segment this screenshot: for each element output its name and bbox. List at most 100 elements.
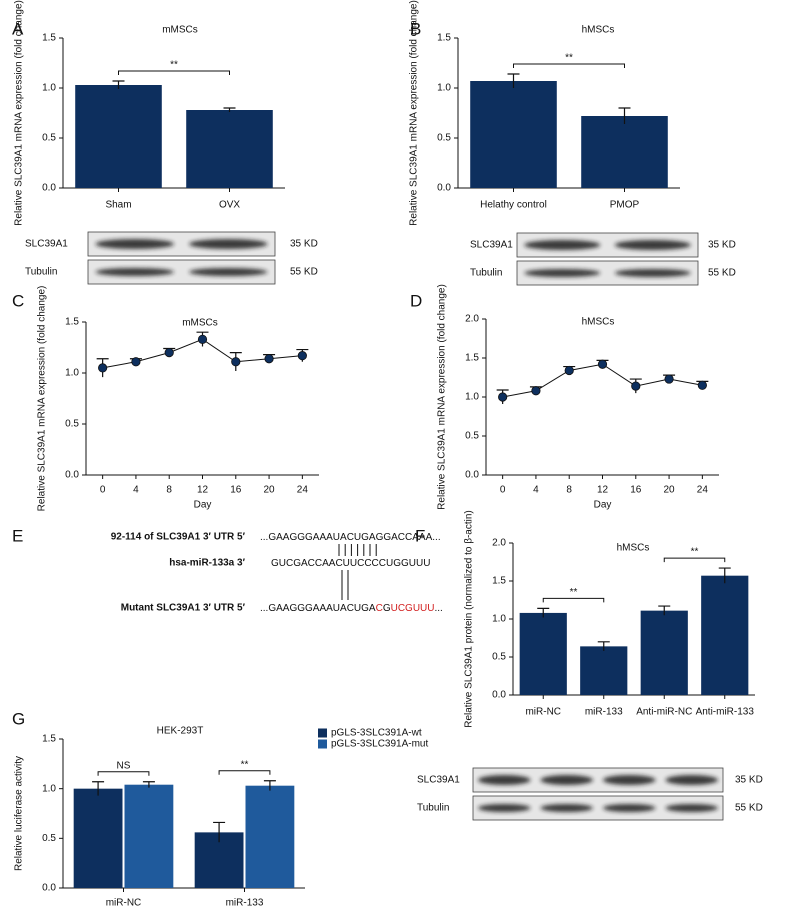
point bbox=[164, 347, 174, 358]
point bbox=[231, 357, 241, 367]
bar bbox=[581, 116, 668, 188]
bar bbox=[245, 785, 295, 888]
error-bar bbox=[658, 605, 671, 616]
bar bbox=[640, 610, 688, 695]
x-axis-label: Day bbox=[194, 500, 212, 511]
bar bbox=[701, 575, 749, 695]
sequence: GUCGACCAACUUCCCCUGGUUU bbox=[271, 558, 430, 569]
blot-band bbox=[188, 239, 268, 249]
error-bar bbox=[597, 641, 610, 651]
y-tick-label: 2.0 bbox=[465, 314, 479, 325]
x-tick-label: Sham bbox=[105, 200, 131, 211]
x-tick-label: miR-NC bbox=[106, 898, 142, 909]
y-tick-label: 1.0 bbox=[65, 368, 79, 379]
bar bbox=[73, 788, 123, 888]
y-tick-label: 1.0 bbox=[437, 83, 451, 94]
blot-band bbox=[95, 268, 175, 276]
blot-band bbox=[603, 804, 656, 812]
panel-letter: E bbox=[12, 526, 23, 545]
blot-size: 55 KD bbox=[290, 267, 318, 278]
chart-title: hMSCs bbox=[617, 543, 650, 554]
x-tick-label: 16 bbox=[230, 485, 242, 496]
x-tick-label: 12 bbox=[197, 485, 209, 496]
panel-letter: A bbox=[12, 19, 24, 38]
x-tick-label: Anti-miR-133 bbox=[696, 707, 755, 718]
blot-protein: SLC39A1 bbox=[470, 240, 513, 251]
axis bbox=[485, 319, 719, 476]
x-tick-label: 16 bbox=[630, 485, 642, 496]
bar bbox=[124, 784, 174, 888]
x-tick-label: OVX bbox=[219, 200, 240, 211]
x-tick-label: 24 bbox=[297, 485, 309, 496]
x-tick-label: 0 bbox=[500, 485, 506, 496]
point bbox=[197, 334, 208, 344]
blot-protein: Tubulin bbox=[417, 803, 449, 814]
error-bar bbox=[507, 73, 520, 88]
error-bar bbox=[112, 80, 125, 89]
blot-band bbox=[665, 804, 718, 812]
sequence-label: hsa-miR-133a 3′ bbox=[169, 558, 245, 569]
significance-label: ** bbox=[170, 60, 178, 71]
blot-size: 35 KD bbox=[735, 775, 763, 786]
y-tick-label: 1.0 bbox=[42, 83, 56, 94]
error-bar bbox=[618, 107, 631, 124]
y-tick-label: 0.5 bbox=[42, 133, 56, 144]
chart-title: HEK-293T bbox=[157, 726, 204, 737]
x-tick-label: 8 bbox=[166, 485, 172, 496]
sequence: ...GAAGGGAAAUACUGACGUCGUUU... bbox=[260, 603, 443, 614]
bar bbox=[519, 612, 567, 695]
x-tick-label: 0 bbox=[100, 485, 106, 496]
significance-label: ** bbox=[691, 547, 699, 558]
y-tick-label: 1.5 bbox=[437, 33, 451, 44]
blot-size: 35 KD bbox=[290, 239, 318, 250]
y-tick-label: 0.0 bbox=[437, 183, 451, 194]
blot-band bbox=[540, 804, 593, 812]
error-bar bbox=[718, 567, 731, 584]
significance-bracket bbox=[513, 63, 625, 68]
sequence-part: ...GAAGGGAAAUACUGA bbox=[260, 603, 376, 614]
y-tick-label: 2.0 bbox=[492, 538, 506, 549]
y-tick-label: 1.5 bbox=[465, 353, 479, 364]
y-tick-label: 0.5 bbox=[492, 652, 506, 663]
blot-size: 35 KD bbox=[708, 240, 736, 251]
y-tick-label: 1.0 bbox=[42, 783, 56, 794]
x-tick-label: Helathy control bbox=[480, 200, 547, 211]
x-tick-label: 8 bbox=[566, 485, 572, 496]
x-tick-label: 20 bbox=[664, 485, 676, 496]
blot-band bbox=[478, 804, 531, 812]
legend-swatch bbox=[318, 739, 327, 749]
panel-letter: C bbox=[12, 291, 24, 310]
y-tick-label: 0.5 bbox=[65, 419, 79, 430]
bar bbox=[470, 81, 557, 188]
point bbox=[297, 351, 307, 361]
x-tick-label: 4 bbox=[533, 485, 539, 496]
error-bar bbox=[537, 607, 550, 618]
y-tick-label: 1.0 bbox=[492, 614, 506, 625]
sequence-part: ...GAAGGGAAAUACUGAGGACCAAA... bbox=[260, 532, 441, 543]
blot-band bbox=[665, 775, 718, 785]
blot-protein: Tubulin bbox=[470, 268, 502, 279]
panel-letter: D bbox=[410, 291, 422, 310]
x-tick-label: 24 bbox=[697, 485, 709, 496]
legend-label: pGLS-3SLC391A-wt bbox=[331, 728, 422, 739]
x-tick-label: PMOP bbox=[610, 200, 640, 211]
sequence-label: 92-114 of SLC39A1 3′ UTR 5′ bbox=[111, 532, 246, 543]
error-bar bbox=[223, 107, 236, 112]
chart-title: mMSCs bbox=[162, 25, 198, 36]
chart-title: hMSCs bbox=[582, 317, 615, 328]
significance-label: ** bbox=[241, 759, 249, 770]
point bbox=[131, 357, 141, 367]
y-tick-label: 0.0 bbox=[42, 883, 56, 894]
point bbox=[597, 359, 608, 369]
blot-band bbox=[524, 240, 601, 250]
sequence: ...GAAGGGAAAUACUGAGGACCAAA... bbox=[260, 532, 441, 543]
point bbox=[631, 381, 641, 391]
panel-letter: G bbox=[12, 709, 25, 728]
y-tick-label: 0.5 bbox=[437, 133, 451, 144]
sequence-part: G bbox=[383, 603, 391, 614]
error-bar bbox=[263, 780, 276, 791]
y-tick-label: 1.5 bbox=[42, 33, 56, 44]
blot-protein: SLC39A1 bbox=[417, 775, 460, 786]
significance-label: NS bbox=[117, 760, 131, 771]
